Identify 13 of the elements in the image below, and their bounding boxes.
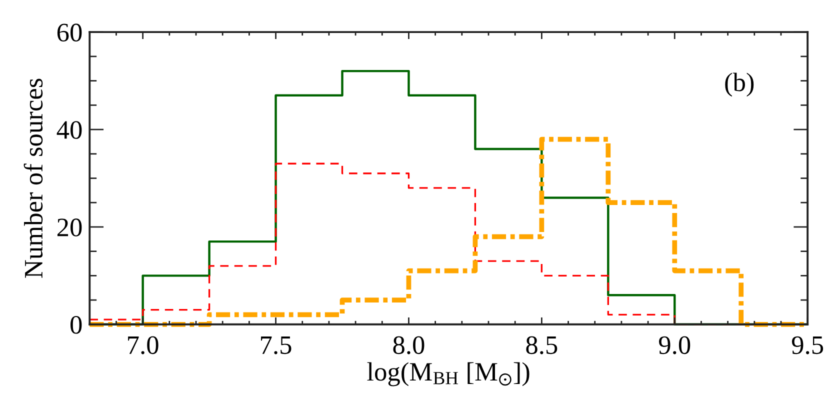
- y-tick-label: 40: [56, 121, 82, 139]
- x-tick-label: 8.0: [393, 336, 424, 354]
- y-tick-label: 60: [57, 24, 82, 42]
- y-axis-title: Number of sources: [24, 78, 43, 278]
- x-tick-label: 7.0: [128, 336, 158, 354]
- y-tick-label: 0: [70, 316, 82, 334]
- x-axis-title: log(M$_{BH}$ [M$_{⊙}$]): [367, 362, 530, 386]
- x-tick-label: 8.5: [526, 336, 558, 354]
- x-tick-label: 9.0: [658, 336, 690, 354]
- x-tick-label: 9.5: [792, 336, 824, 354]
- y-tick-label: 20: [57, 218, 82, 236]
- annotation: (b): [725, 72, 754, 97]
- x-tick-label: 7.5: [261, 336, 292, 354]
